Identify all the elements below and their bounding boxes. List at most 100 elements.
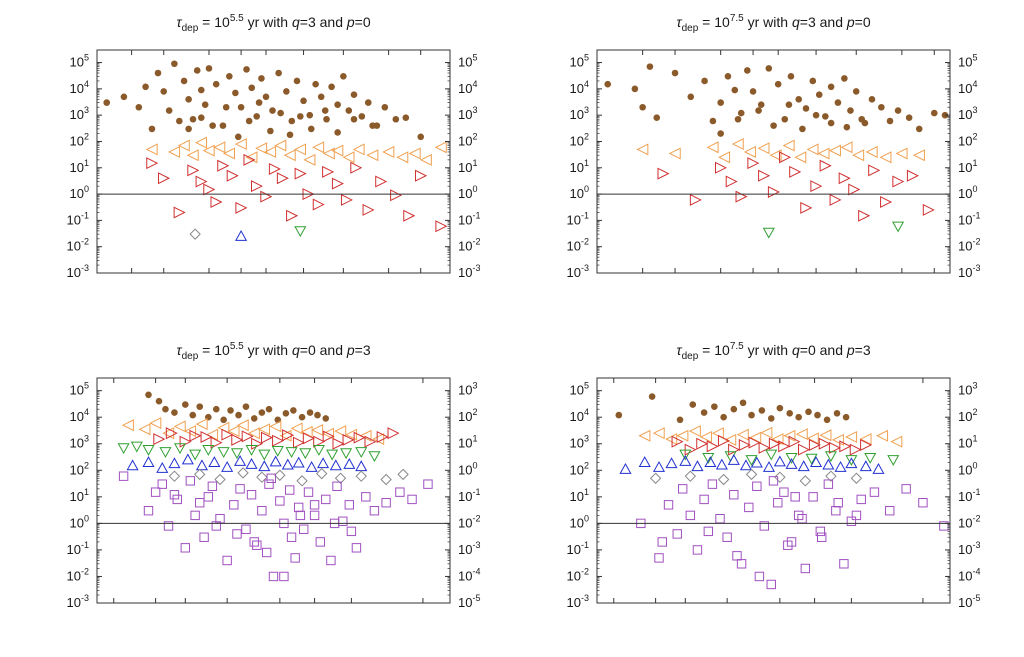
- data-point-open-square: [685, 510, 696, 521]
- y-tick-label: 105: [70, 53, 89, 70]
- title-text: =0 and: [300, 342, 347, 358]
- data-point-filled-circle: [776, 404, 784, 412]
- data-point-open-square: [295, 510, 306, 521]
- y-tick-label: 10-3: [67, 593, 89, 610]
- y-right-tick-exponent: -1: [472, 487, 480, 497]
- data-point-triangle-up: [245, 457, 258, 469]
- data-point-filled-circle: [145, 391, 152, 399]
- data-point-triangle-left: [149, 417, 162, 430]
- data-point-triangle-left: [247, 427, 260, 440]
- y-right-tick-label: 100: [458, 460, 477, 477]
- data-point-triangle-left: [749, 431, 762, 444]
- y-tick-base: 10: [570, 383, 584, 398]
- data-point-open-square: [232, 529, 242, 539]
- data-point-open-square: [752, 481, 762, 491]
- data-point-open-square: [293, 502, 304, 513]
- data-point-triangle-left: [895, 147, 908, 160]
- data-point-triangle-left: [322, 427, 335, 440]
- y-tick-base: 10: [70, 186, 84, 201]
- y-right-tick-exponent: 5: [972, 53, 977, 63]
- y-right-tick-exponent: -2: [472, 237, 480, 247]
- title-exponent: 7.5: [730, 341, 744, 352]
- y-right-tick-exponent: 3: [472, 381, 477, 391]
- y-tick-label: 104: [70, 79, 89, 96]
- data-point-triangle-left: [652, 427, 665, 440]
- y-tick-base: 10: [567, 542, 581, 557]
- y-tick-label: 100: [570, 184, 589, 201]
- data-point-triangle-right: [362, 203, 375, 216]
- y-tick-base: 10: [570, 81, 584, 96]
- data-point-triangle-up: [292, 456, 305, 468]
- data-point-triangle-right: [332, 437, 345, 450]
- data-point-triangle-left: [303, 153, 316, 166]
- data-point-open-diamond: [274, 469, 286, 481]
- title-text: = 10: [198, 342, 230, 358]
- data-point-filled-circle: [381, 103, 389, 111]
- y-right-tick-label: 105: [458, 53, 477, 70]
- data-point-filled-circle: [171, 60, 178, 68]
- y-tick-base: 10: [70, 133, 84, 148]
- data-point-open-square: [759, 521, 769, 531]
- data-point-open-square: [195, 498, 205, 508]
- data-point-filled-circle: [340, 73, 347, 80]
- data-point-filled-circle: [189, 411, 197, 419]
- y-tick-label: 10-1: [567, 540, 589, 557]
- data-point-filled-circle: [822, 113, 829, 120]
- data-point-filled-circle: [823, 416, 831, 424]
- data-point-triangle-up: [168, 457, 181, 469]
- data-point-triangle-right: [251, 437, 264, 450]
- data-point-filled-circle: [334, 129, 341, 136]
- data-point-filled-circle: [209, 122, 216, 129]
- data-point-filled-circle: [739, 399, 747, 407]
- data-point-triangle-left: [688, 425, 701, 438]
- data-point-triangle-right: [758, 441, 771, 454]
- y-right-tick-base: 10: [458, 515, 472, 530]
- data-point-open-square: [264, 479, 274, 489]
- data-point-open-square: [766, 579, 776, 590]
- data-point-triangle-left: [145, 143, 158, 156]
- data-point-triangle-right: [696, 437, 709, 450]
- data-point-filled-circle: [724, 73, 732, 80]
- data-point-triangle-left: [372, 433, 385, 446]
- data-point-triangle-right: [671, 435, 684, 448]
- y-right-tick-exponent: -3: [972, 540, 980, 550]
- data-point-triangle-right: [331, 177, 344, 190]
- data-point-triangle-left: [676, 429, 689, 442]
- data-point-triangle-right: [322, 165, 335, 178]
- data-point-open-square: [207, 481, 218, 491]
- y-tick-label: 100: [570, 513, 589, 530]
- y-tick-base: 10: [70, 436, 84, 451]
- data-point-triangle-down: [271, 445, 284, 457]
- data-point-triangle-right: [313, 435, 326, 448]
- y-tick-base: 10: [567, 265, 581, 280]
- y-right-tick-base: 10: [458, 436, 472, 451]
- data-point-triangle-left: [257, 423, 270, 436]
- y-right-tick-label: 10-3: [458, 540, 480, 557]
- data-point-open-square: [707, 479, 718, 489]
- data-point-open-square: [817, 532, 827, 542]
- y-right-tick-label: 10-2: [458, 237, 480, 254]
- data-point-triangle-right: [728, 443, 741, 456]
- data-point-triangle-up: [834, 461, 847, 472]
- data-point-triangle-left: [845, 430, 858, 443]
- data-point-filled-circle: [795, 413, 802, 421]
- data-point-filled-circle: [212, 405, 220, 413]
- data-point-filled-circle: [730, 405, 738, 413]
- data-point-triangle-up: [638, 456, 651, 467]
- y-right-tick-exponent: 4: [472, 79, 477, 89]
- data-point-filled-circle: [834, 99, 842, 106]
- y-right-tick-label: 103: [458, 105, 477, 122]
- data-point-filled-circle: [277, 109, 284, 117]
- y-right-tick-label: 10-4: [458, 566, 480, 583]
- title-text: =3 and: [300, 14, 347, 30]
- title-text: =0: [355, 14, 371, 30]
- data-point-open-square: [326, 555, 336, 566]
- data-point-open-square: [249, 537, 259, 547]
- y-tick-label: 10-1: [67, 210, 89, 227]
- y-tick-exponent: 5: [84, 381, 89, 391]
- data-point-open-diamond: [334, 472, 347, 484]
- title-tau-subscript: dep: [682, 23, 699, 34]
- data-point-triangle-right: [798, 443, 811, 456]
- title-exponent: 5.5: [230, 13, 244, 24]
- data-point-triangle-right: [387, 427, 400, 440]
